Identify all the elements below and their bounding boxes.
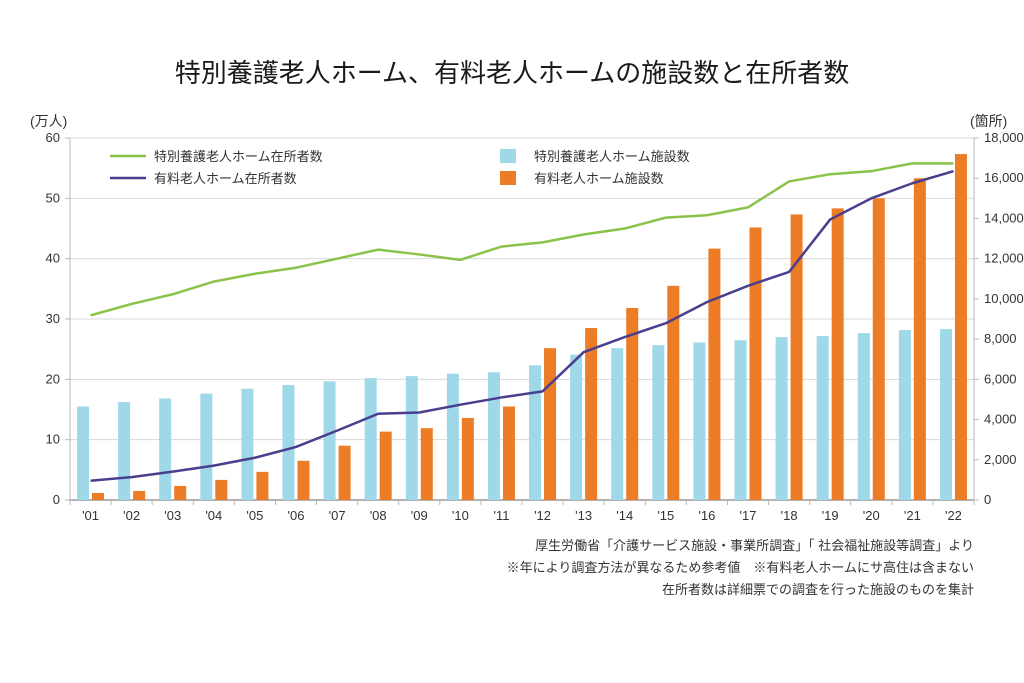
bar-tokuyo-facilities (817, 336, 829, 500)
x-tick-label: '14 (616, 508, 633, 523)
x-tick-label: '10 (452, 508, 469, 523)
bar-tokuyo-facilities (447, 374, 459, 500)
chart-title: 特別養護老人ホーム、有料老人ホームの施設数と在所者数 (175, 58, 849, 88)
left-tick-label: 20 (46, 371, 60, 386)
left-tick-label: 0 (53, 492, 60, 507)
chart-container: 特別養護老人ホーム、有料老人ホームの施設数と在所者数 (万人) (箇所) 0 10 20 3… (0, 0, 1024, 683)
bar-tokuyo-facilities (488, 372, 500, 500)
x-tick-label: '11 (493, 508, 509, 523)
bar-yuryo-facilities (298, 461, 310, 500)
bar-yuryo-facilities (873, 198, 885, 500)
bar-yuryo-facilities (215, 480, 227, 500)
x-tick-label: '02 (123, 508, 140, 523)
right-tick-label: 10,000 (984, 291, 1024, 306)
bar-yuryo-facilities (832, 208, 844, 500)
right-tick-label: 14,000 (984, 210, 1024, 225)
bar-yuryo-facilities (380, 432, 392, 500)
x-tick-label: '13 (575, 508, 592, 523)
bar-tokuyo-facilities (611, 348, 623, 500)
bar-yuryo-facilities (133, 491, 145, 500)
bar-yuryo-facilities (955, 154, 967, 500)
x-tick-label: '22 (945, 508, 962, 523)
x-tick-label: '12 (534, 508, 551, 523)
left-tick-label: 30 (46, 311, 60, 326)
x-tick-label: '04 (205, 508, 222, 523)
x-tick-label: '07 (329, 508, 346, 523)
line-tokuyo-residents (91, 163, 954, 315)
legend-label: 特別養護老人ホーム在所者数 (154, 149, 323, 164)
bar-tokuyo-facilities (365, 378, 377, 500)
bar-tokuyo-facilities (406, 376, 418, 500)
bar-tokuyo-facilities (200, 394, 212, 500)
bar-tokuyo-facilities (283, 385, 295, 500)
left-tick-label: 60 (46, 130, 60, 145)
bar-tokuyo-facilities (776, 337, 788, 500)
legend-label: 有料老人ホーム施設数 (534, 171, 664, 186)
footnote: 厚生労働省「介護サービス施設・事業所調査」「 社会福祉施設等調査」より (535, 538, 974, 553)
bar-yuryo-facilities (503, 406, 515, 500)
x-tick-label: '05 (246, 508, 263, 523)
right-axis-unit: (箇所) (970, 113, 1007, 129)
left-tick-label: 10 (46, 432, 60, 447)
x-tick-label: '15 (657, 508, 674, 523)
left-tick-label: 50 (46, 190, 60, 205)
bar-tokuyo-facilities (899, 330, 911, 500)
right-tick-label: 12,000 (984, 251, 1024, 266)
legend-swatch-bar (500, 149, 516, 163)
chart-svg: 特別養護老人ホーム、有料老人ホームの施設数と在所者数 (万人) (箇所) 0 10 20 3… (0, 0, 1024, 683)
bar-yuryo-facilities (585, 328, 597, 500)
x-tick-label: '16 (698, 508, 715, 523)
bar-tokuyo-facilities (118, 402, 130, 500)
bar-tokuyo-facilities (77, 406, 89, 500)
bar-tokuyo-facilities (652, 345, 664, 500)
left-axis-unit: (万人) (30, 113, 67, 129)
bar-tokuyo-facilities (940, 329, 952, 500)
x-tick-label: '20 (863, 508, 880, 523)
bar-tokuyo-facilities (570, 355, 582, 500)
footnote: 在所者数は詳細票での調査を行った施設のものを集計 (662, 582, 974, 597)
bar-yuryo-facilities (92, 493, 104, 500)
right-tick-label: 18,000 (984, 130, 1024, 145)
bar-yuryo-facilities (462, 418, 474, 500)
bar-tokuyo-facilities (159, 398, 171, 500)
bar-yuryo-facilities (256, 472, 268, 500)
right-tick-label: 2,000 (984, 452, 1017, 467)
bar-yuryo-facilities (708, 249, 720, 500)
right-tick-label: 4,000 (984, 412, 1017, 427)
bar-tokuyo-facilities (735, 340, 747, 500)
x-tick-label: '01 (82, 508, 99, 523)
bar-tokuyo-facilities (858, 333, 870, 500)
bar-yuryo-facilities (421, 428, 433, 500)
legend-label: 有料老人ホーム在所者数 (154, 171, 297, 186)
bar-tokuyo-facilities (241, 389, 253, 500)
x-tick-label: '08 (370, 508, 387, 523)
bar-yuryo-facilities (174, 486, 186, 500)
bar-tokuyo-facilities (324, 381, 336, 500)
right-tick-label: 0 (984, 492, 991, 507)
x-tick-label: '03 (164, 508, 181, 523)
left-tick-label: 40 (46, 251, 60, 266)
x-tick-label: '19 (822, 508, 839, 523)
x-tick-label: '09 (411, 508, 428, 523)
legend-swatch-bar (500, 171, 516, 185)
bar-yuryo-facilities (339, 446, 351, 500)
right-tick-label: 8,000 (984, 331, 1017, 346)
right-tick-label: 6,000 (984, 371, 1017, 386)
bar-yuryo-facilities (750, 227, 762, 500)
bar-yuryo-facilities (914, 178, 926, 500)
right-tick-label: 16,000 (984, 170, 1024, 185)
bar-tokuyo-facilities (529, 365, 541, 500)
footnote: ※年により調査方法が異なるため参考値 ※有料老人ホームにサ高住は含まない (507, 560, 974, 575)
bar-yuryo-facilities (544, 348, 556, 500)
x-tick-label: '06 (288, 508, 305, 523)
x-tick-label: '18 (781, 508, 798, 523)
x-tick-label: '17 (740, 508, 757, 523)
x-tick-label: '21 (904, 508, 921, 523)
legend-label: 特別養護老人ホーム施設数 (534, 149, 690, 164)
bar-tokuyo-facilities (693, 343, 705, 500)
